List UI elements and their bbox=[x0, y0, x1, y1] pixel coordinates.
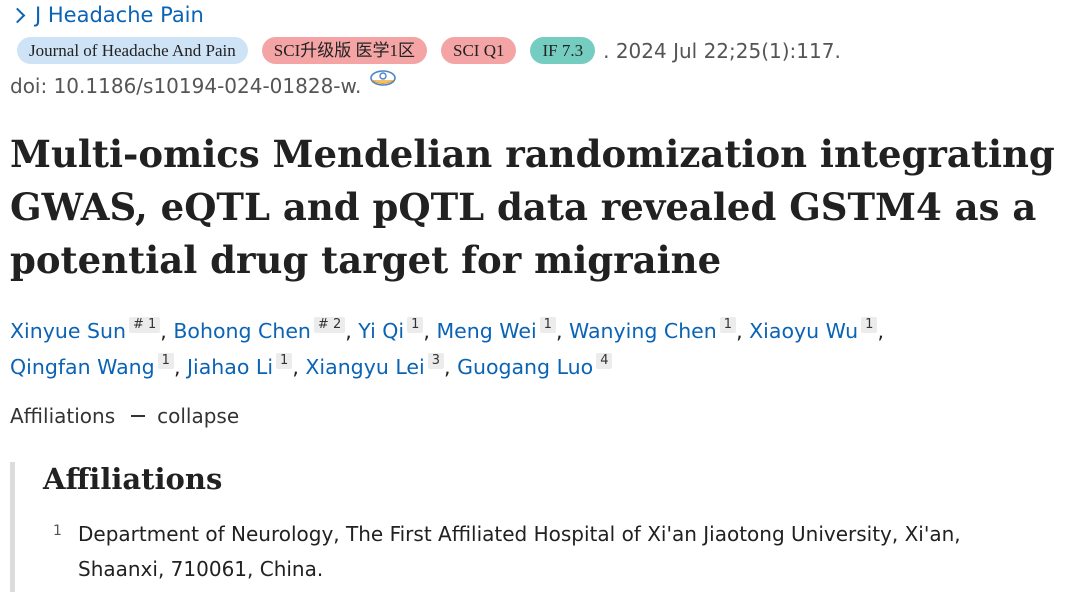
author-affiliation-ref[interactable]: 1 bbox=[407, 317, 424, 333]
author-separator: , bbox=[877, 319, 884, 343]
author-affiliation-ref[interactable]: # 2 bbox=[313, 317, 346, 333]
author-entry: Meng Wei 1, bbox=[436, 317, 563, 343]
author-affiliation-ref[interactable]: 1 bbox=[157, 353, 174, 369]
author-name-link[interactable]: Guogang Luo bbox=[457, 355, 594, 379]
author-affiliation-ref[interactable]: 1 bbox=[276, 353, 293, 369]
author-affiliation-ref[interactable]: 4 bbox=[596, 353, 613, 369]
author-entry: Jiahao Li 1, bbox=[187, 353, 299, 379]
affiliation-text: Department of Neurology, The First Affil… bbox=[78, 522, 961, 581]
affiliations-panel: Affiliations 1 Department of Neurology, … bbox=[10, 462, 1075, 592]
journal-link[interactable]: J Headache Pain bbox=[9, 3, 204, 27]
author-affiliation-ref[interactable]: 3 bbox=[427, 353, 444, 369]
author-separator: , bbox=[736, 319, 743, 343]
author-separator: , bbox=[173, 355, 181, 379]
author-name-link[interactable]: Yi Qi bbox=[358, 319, 405, 343]
author-entry: Xinyue Sun # 1, bbox=[10, 317, 167, 343]
author-entry: Xiaoyu Wu 1, bbox=[749, 317, 884, 343]
author-separator: , bbox=[292, 355, 299, 379]
affiliation-number: 1 bbox=[53, 523, 62, 539]
author-entry: Yi Qi 1, bbox=[358, 317, 430, 343]
author-name-link[interactable]: Wanying Chen bbox=[569, 319, 717, 343]
author-affiliation-ref[interactable]: 1 bbox=[539, 317, 556, 333]
author-separator: , bbox=[423, 319, 430, 343]
author-name-link[interactable]: Bohong Chen bbox=[173, 319, 311, 343]
sci-upgrade-badge[interactable]: SCI升级版 医学1区 bbox=[261, 37, 427, 64]
impact-factor-badge[interactable]: IF 7.3 bbox=[530, 37, 596, 64]
author-entry: Xiangyu Lei 3, bbox=[305, 353, 451, 379]
author-separator: , bbox=[160, 319, 167, 343]
author-name-link[interactable]: Xinyue Sun bbox=[10, 319, 126, 343]
author-affiliation-ref[interactable]: 1 bbox=[719, 317, 737, 333]
journal-link-label: J Headache Pain bbox=[35, 3, 204, 27]
collapse-icon bbox=[131, 415, 146, 417]
affiliations-heading: Affiliations bbox=[43, 462, 223, 496]
publication-meta: Journal of Headache And Pain SCI升级版 医学1区… bbox=[17, 37, 841, 64]
affiliations-toggle-action: collapse bbox=[157, 404, 240, 428]
doi: doi: 10.1186/s10194-024-01828-w. bbox=[10, 74, 362, 98]
author-name-link[interactable]: Xiangyu Lei bbox=[305, 355, 425, 379]
author-separator: , bbox=[444, 355, 451, 379]
author-name-link[interactable]: Qingfan Wang bbox=[10, 355, 155, 379]
affiliations-toggle[interactable]: Affiliations collapse bbox=[10, 404, 239, 428]
sci-quartile-badge[interactable]: SCI Q1 bbox=[441, 37, 517, 64]
article-title: Multi-omics Mendelian randomization inte… bbox=[10, 132, 1055, 282]
journal-badge[interactable]: Journal of Headache And Pain bbox=[17, 37, 248, 64]
author-entry: Wanying Chen 1, bbox=[569, 317, 743, 343]
author-list: Xinyue Sun # 1, Bohong Chen # 2, Yi Qi 1, M… bbox=[10, 313, 1060, 385]
doi-row: doi: 10.1186/s10194-024-01828-w. bbox=[10, 70, 397, 98]
author-entry: Guogang Luo 4 bbox=[457, 353, 613, 379]
author-name-link[interactable]: Xiaoyu Wu bbox=[749, 319, 859, 343]
author-entry: Bohong Chen # 2, bbox=[173, 317, 352, 343]
author-entry: Qingfan Wang 1, bbox=[10, 353, 181, 379]
author-name-link[interactable]: Jiahao Li bbox=[187, 355, 274, 379]
author-affiliation-ref[interactable]: 1 bbox=[861, 317, 878, 333]
citation: . 2024 Jul 22;25(1):117. bbox=[603, 38, 841, 63]
author-separator: , bbox=[345, 319, 352, 343]
affiliations-toggle-label: Affiliations bbox=[10, 404, 116, 428]
author-affiliation-ref[interactable]: # 1 bbox=[128, 317, 161, 333]
translate-icon[interactable] bbox=[369, 68, 397, 88]
author-name-link[interactable]: Meng Wei bbox=[436, 319, 537, 343]
author-separator: , bbox=[555, 319, 563, 343]
chevron-right-icon bbox=[9, 7, 26, 23]
affiliation-item: 1 Department of Neurology, The First Aff… bbox=[53, 517, 1008, 587]
